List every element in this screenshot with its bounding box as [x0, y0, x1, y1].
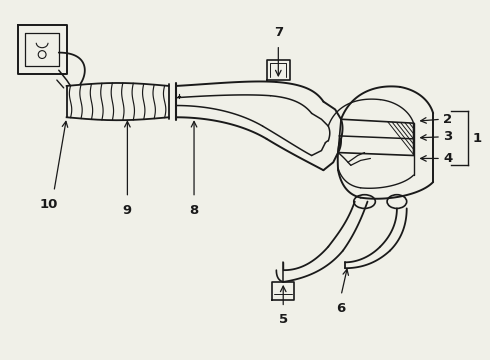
Text: 9: 9 [123, 203, 132, 216]
Text: 3: 3 [443, 130, 452, 143]
Text: 6: 6 [337, 302, 345, 315]
Text: 10: 10 [40, 198, 58, 211]
Text: 5: 5 [279, 313, 288, 326]
Text: 8: 8 [190, 203, 198, 216]
Text: 4: 4 [443, 152, 452, 165]
Text: 2: 2 [443, 113, 452, 126]
Text: 1: 1 [472, 132, 482, 145]
Text: 7: 7 [274, 26, 283, 39]
